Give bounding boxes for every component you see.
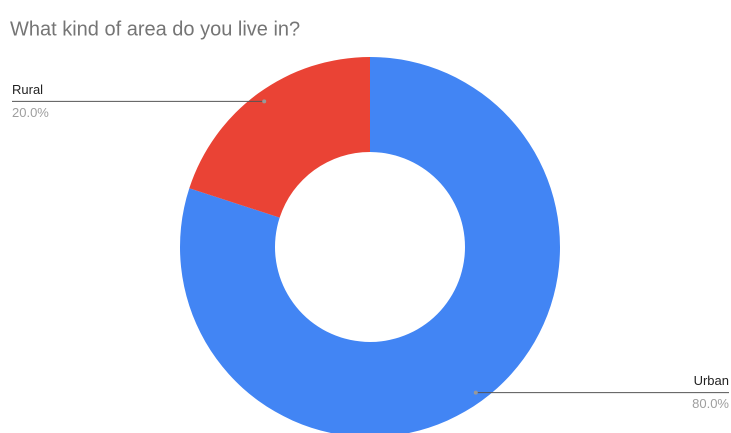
label-value: 80.0% — [692, 396, 729, 411]
leader-dot — [262, 99, 267, 104]
leader-dot — [473, 390, 478, 395]
label-name: Urban — [694, 373, 729, 388]
slice — [189, 57, 370, 218]
label-value: 20.0% — [12, 105, 49, 120]
label-name: Rural — [12, 82, 43, 97]
slice — [180, 57, 560, 433]
chart-title: What kind of area do you live in? — [10, 18, 300, 40]
